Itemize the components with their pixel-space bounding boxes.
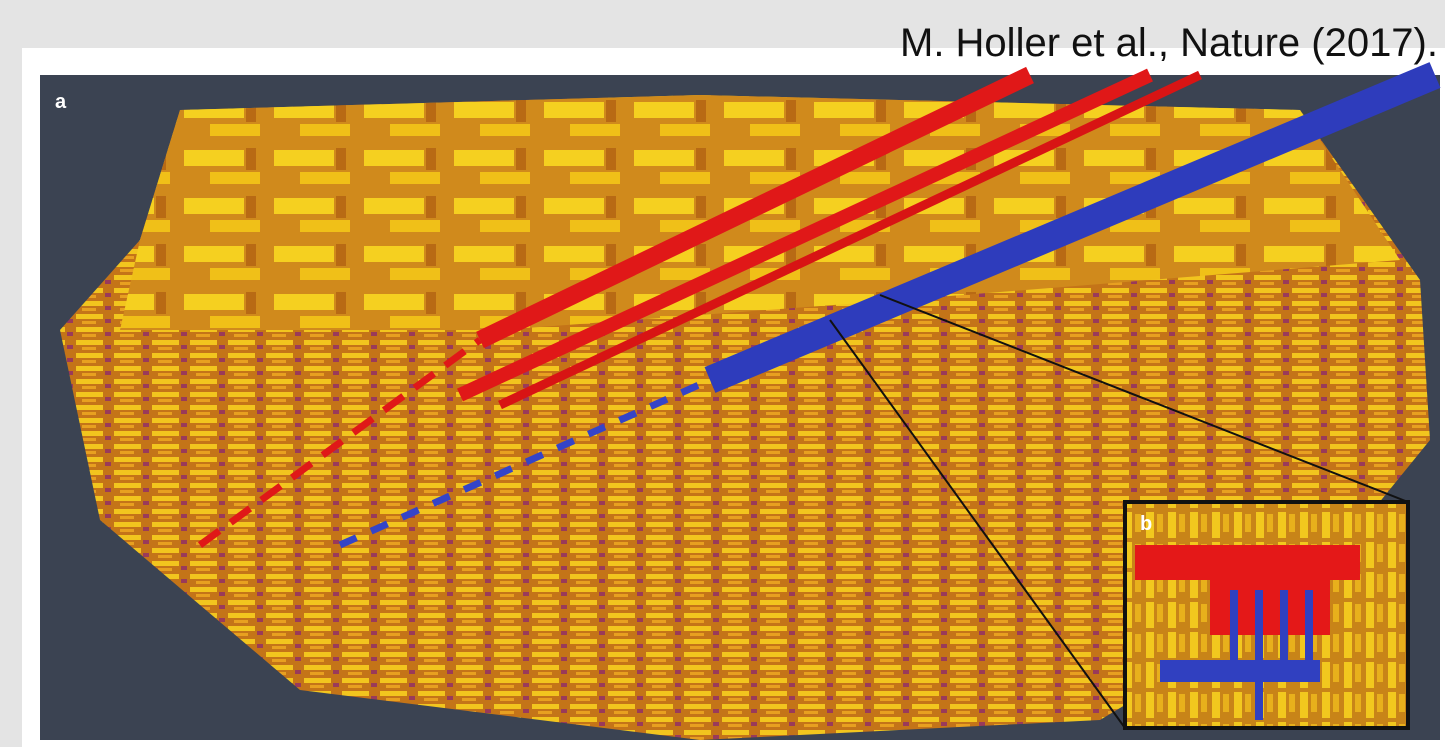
figure: a b M. Holler et al., Nature (2017). bbox=[0, 0, 1445, 747]
inset-blue bbox=[1230, 590, 1238, 665]
page: a b M. Holler et al., Nature (2017). (()… bbox=[0, 0, 1445, 747]
inset-blue bbox=[1280, 590, 1288, 665]
inset-blue bbox=[1255, 590, 1263, 720]
inset-blue bbox=[1160, 660, 1320, 682]
citation: M. Holler et al., Nature (2017). bbox=[900, 21, 1438, 65]
panel-label: b bbox=[1140, 513, 1152, 535]
panel-label: a bbox=[55, 91, 67, 113]
inset-blue bbox=[1305, 590, 1313, 665]
inset-red bbox=[1135, 545, 1360, 580]
